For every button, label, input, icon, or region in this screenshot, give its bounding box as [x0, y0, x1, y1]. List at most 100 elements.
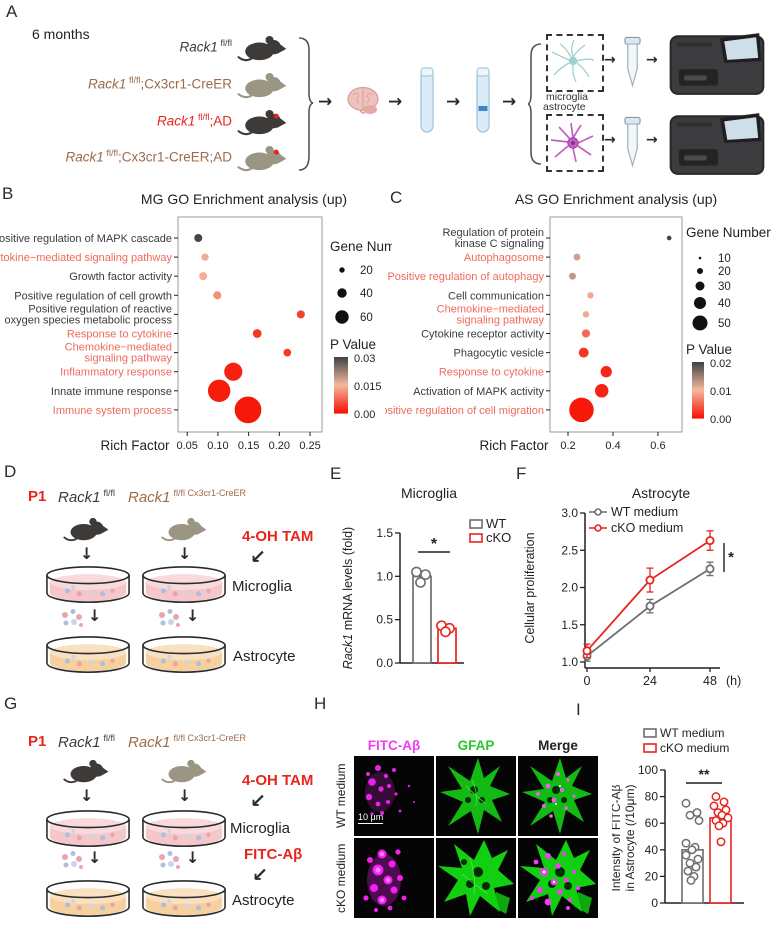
mouse-icon	[161, 516, 208, 542]
svg-text:1.0: 1.0	[561, 655, 578, 669]
micrograph-image	[354, 756, 434, 836]
svg-text:cKO: cKO	[486, 530, 511, 545]
flow-arrow-icon: →	[388, 92, 403, 112]
svg-text:0.00: 0.00	[354, 409, 375, 421]
mouse-ad-icon	[237, 109, 288, 136]
micrograph-cko-merge	[518, 838, 598, 918]
flow-arrow-icon: →	[604, 132, 616, 148]
mg-go-bubble-chart: MG GO Enrichment analysis (up) 0.05 0.10 0.…	[0, 191, 392, 453]
down-arrow-icon: ↓	[186, 848, 200, 867]
svg-text:Growth factor activity: Growth factor activity	[69, 271, 172, 283]
svg-text:2.5: 2.5	[561, 543, 578, 557]
tamoxifen-label: 4-OH TAM	[242, 772, 314, 789]
svg-text:0.25: 0.25	[299, 440, 320, 452]
genotype-label-rack1-flfl: Rack1 fl/fl	[20, 38, 232, 55]
svg-text:Microglia: Microglia	[401, 485, 457, 501]
tube-icon	[420, 67, 434, 133]
micrograph-image	[436, 838, 516, 918]
genotype-left-label: Rack1 fl/fl	[58, 488, 115, 506]
down-arrow-icon: ↓	[80, 544, 94, 563]
gene-name: Rack1	[58, 489, 101, 506]
fitc-intensity-bar-chart: Intensity of FITC-Aβ in Astrocyte (/10μm)…	[612, 726, 744, 910]
svg-text:1.0: 1.0	[376, 569, 393, 583]
svg-text:WT medium: WT medium	[660, 726, 724, 740]
mouse-icon	[237, 34, 288, 62]
panel-h-label: H	[314, 694, 327, 713]
microglia-dish-icon	[142, 566, 226, 603]
panel-b-label: B	[2, 184, 14, 203]
svg-text:0.015: 0.015	[354, 381, 382, 393]
mouse-icon	[237, 72, 288, 99]
svg-text:Rich Factor: Rich Factor	[100, 438, 170, 453]
astrocyte-proliferation-line-chart: Astrocyte Cellular proliferation 1.0 1.5 2.0…	[523, 485, 741, 688]
genotype-right-label: Rack1 fl/fl Cx3cr1-CreER	[128, 488, 246, 506]
svg-text:50: 50	[718, 318, 731, 330]
gene-name: Rack1	[179, 39, 218, 55]
panel-d-label: D	[4, 462, 17, 481]
svg-text:20: 20	[718, 266, 731, 278]
p1-label: P1	[28, 733, 47, 750]
svg-text:Response to cytokine: Response to cytokine	[439, 367, 544, 379]
brain-icon	[347, 86, 379, 114]
astrocyte-box	[546, 114, 604, 172]
merge-column-header: Merge	[538, 738, 578, 753]
svg-text:Response to cytokine: Response to cytokine	[67, 329, 172, 341]
down-arrow-icon: ↓	[186, 606, 200, 625]
cell-dots-icon	[62, 609, 83, 627]
svg-text:0.05: 0.05	[177, 440, 198, 452]
svg-text:0.20: 0.20	[269, 440, 290, 452]
astrocyte-dish-icon	[46, 636, 130, 673]
gene-name: Rack1	[65, 149, 104, 165]
astrocyte-dish-icon	[46, 880, 130, 917]
cell-dots-icon	[159, 609, 180, 627]
astrocyte-dish-icon	[142, 636, 226, 673]
svg-text:AS GO Enrichment analysis (up): AS GO Enrichment analysis (up)	[515, 191, 717, 207]
astrocyte-dish-label: Astrocyte	[232, 892, 295, 909]
astrocyte-cell-label: astrocyte	[543, 101, 586, 113]
gene-sup: fl/fl	[103, 488, 116, 498]
svg-text:Cytokine receptor activity: Cytokine receptor activity	[421, 329, 544, 341]
gene-rest: ;Cx3cr1-CreER	[140, 76, 232, 92]
svg-text:Inflammatory response: Inflammatory response	[60, 367, 172, 379]
mouse-icon	[161, 758, 208, 784]
flow-arrow-icon: →	[446, 92, 461, 112]
svg-text:0.5: 0.5	[376, 613, 393, 627]
gene-rest: ;Cx3cr1-CreER;AD	[117, 149, 232, 165]
tube-gradient-icon	[476, 67, 490, 133]
svg-text:oxygen species metabolic proce: oxygen species metabolic process	[4, 314, 172, 326]
down-arrow-icon: ↓	[88, 848, 102, 867]
gene-sup: fl/fl Cx3cr1-CreER	[173, 488, 247, 498]
age-label: 6 months	[32, 26, 90, 42]
gene-sup: fl/fl	[106, 148, 118, 158]
panel-g-label: G	[4, 694, 18, 713]
microglia-cell-icon	[551, 39, 595, 83]
flow-arrow-icon: →	[604, 52, 616, 68]
astrocyte-cell-icon	[550, 122, 594, 163]
down-arrow-icon: ↓	[178, 786, 192, 805]
micrograph-image	[436, 756, 516, 836]
svg-text:Regulation of protein: Regulation of protein	[442, 227, 544, 239]
sequencer-icon	[669, 32, 765, 95]
svg-text:Rack1 mRNA levels (fold): Rack1 mRNA levels (fold)	[341, 527, 355, 669]
gene-name: Rack1	[128, 489, 171, 506]
svg-text:1.5: 1.5	[376, 526, 393, 540]
gfap-column-header: GFAP	[457, 738, 495, 753]
mouse-ad-icon	[237, 145, 288, 172]
svg-text:0.01: 0.01	[710, 386, 731, 398]
svg-text:Positive regulation of autopha: Positive regulation of autophagy	[387, 271, 544, 283]
svg-text:kinase C signaling: kinase C signaling	[455, 238, 544, 250]
svg-text:2.0: 2.0	[561, 581, 578, 595]
svg-text:Gene Number: Gene Number	[330, 239, 392, 254]
split-bracket	[528, 43, 542, 165]
panel-i-label: I	[576, 700, 581, 719]
svg-text:100: 100	[638, 763, 658, 777]
down-arrow-icon: ↓	[80, 786, 94, 805]
flow-arrow-icon: →	[646, 52, 658, 68]
diagonal-arrow-icon: ↙	[250, 790, 266, 812]
svg-text:1.5: 1.5	[561, 618, 578, 632]
flow-arrow-icon: →	[318, 92, 333, 112]
mouse-icon	[63, 758, 110, 784]
gene-name: Rack1	[157, 113, 196, 129]
svg-text:40: 40	[718, 298, 731, 310]
svg-text:cKO medium: cKO medium	[611, 521, 683, 535]
